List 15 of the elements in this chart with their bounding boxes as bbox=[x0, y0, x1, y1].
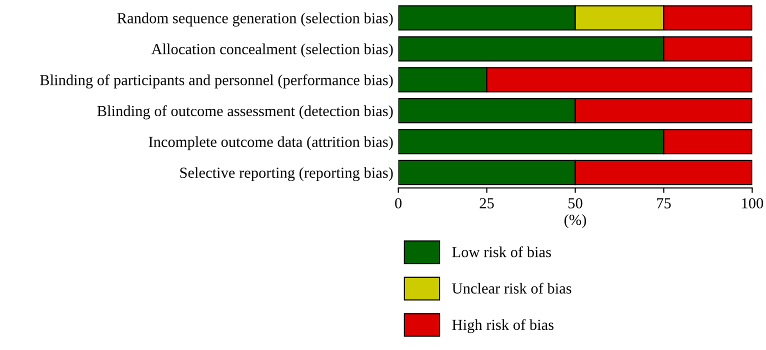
x-tick-label: 75 bbox=[657, 198, 671, 208]
x-tick-label: 100 bbox=[742, 198, 764, 208]
y-tick-label: Allocation concealment (selection bias) bbox=[151, 44, 393, 58]
x-tick-label: 25 bbox=[480, 198, 494, 208]
legend-label: Unclear risk of bias bbox=[452, 282, 572, 294]
y-tick-label: Selective reporting (reporting bias) bbox=[180, 167, 393, 182]
y-tick-label: Incomplete outcome data (attrition bias) bbox=[148, 136, 393, 150]
x-tick-label: 0 bbox=[395, 198, 402, 208]
legend-label: Low risk of bias bbox=[452, 246, 551, 258]
y-tick-label: Random sequence generation (selection bias) bbox=[117, 12, 393, 27]
x-axis-title: (%) bbox=[564, 214, 586, 228]
legend-label: High risk of bias bbox=[452, 319, 554, 334]
x-tick-label: 50 bbox=[568, 198, 582, 208]
y-tick-label: Blinding of participants and personnel (performance bias) bbox=[40, 74, 393, 88]
y-tick-label: Blinding of outcome assessment (detection bias) bbox=[97, 105, 393, 120]
